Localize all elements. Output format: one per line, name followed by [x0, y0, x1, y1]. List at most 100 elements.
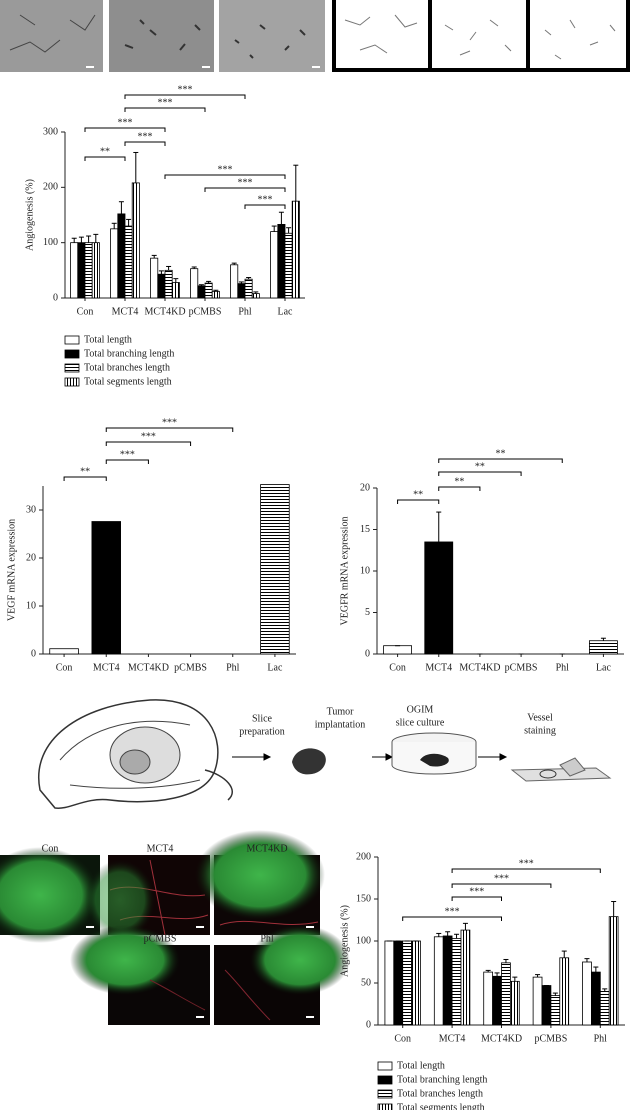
bar: [492, 975, 502, 1026]
micrograph-label: MCT4: [147, 843, 174, 854]
bar: [433, 936, 444, 1026]
x-tick-label: pCMBS: [505, 662, 538, 673]
x-tick-label: MCT4: [439, 1033, 466, 1044]
significance-label: ***: [178, 84, 193, 95]
legend-swatch: [64, 363, 80, 373]
significance-label: ***: [494, 873, 509, 884]
bar: [460, 929, 471, 1026]
y-tick-label: 100: [356, 935, 371, 946]
step-label: Tumor: [327, 706, 355, 717]
significance-bracket: [451, 896, 502, 901]
significance-bracket: [105, 441, 192, 446]
micrograph-label: Con: [42, 843, 59, 854]
bar: [599, 991, 610, 1026]
bar: [442, 935, 453, 1026]
bar: [124, 225, 133, 299]
significance-bracket: [164, 174, 286, 179]
significance-label: ***: [141, 431, 156, 442]
legend-swatch: [64, 349, 80, 359]
y-tick-label: 15: [360, 524, 370, 535]
bar: [157, 273, 166, 299]
y-axis-label: VEGF mRNA expression: [6, 519, 17, 621]
y-tick-label: 150: [356, 893, 371, 904]
x-tick-label: Lac: [596, 662, 612, 673]
bar: [164, 269, 173, 299]
bar: [77, 242, 86, 299]
significance-label: **: [454, 476, 464, 487]
bar: [550, 995, 561, 1026]
bar: [91, 242, 100, 299]
bar: [483, 971, 494, 1026]
bar: [608, 916, 619, 1026]
significance-label: ***: [218, 164, 233, 175]
bar: [591, 971, 601, 1026]
legend-label: Total branching length: [397, 1074, 487, 1085]
significance-bracket: [124, 107, 206, 112]
x-tick-label: MCT4: [112, 306, 139, 317]
legend-swatch: [377, 1089, 393, 1099]
bar: [110, 228, 119, 299]
significance-bracket: [124, 141, 166, 146]
significance-label: ***: [258, 194, 273, 205]
phase-micrographs: [0, 0, 325, 72]
x-tick-label: MCT4KD: [144, 306, 185, 317]
significance-label: **: [100, 146, 110, 157]
x-tick-label: Lac: [278, 306, 294, 317]
bar: [291, 200, 300, 299]
x-tick-label: MCT4KD: [459, 662, 500, 673]
x-tick-label: pCMBS: [189, 306, 222, 317]
y-tick-label: 20: [26, 552, 36, 563]
bar: [230, 264, 239, 299]
y-axis-label: Angiogenesis (%): [24, 179, 35, 251]
bar: [171, 282, 180, 299]
x-tick-label: Phl: [226, 662, 240, 673]
brain-drawing: [38, 699, 234, 809]
bar: [131, 182, 140, 299]
y-tick-label: 0: [53, 292, 58, 303]
significance-bracket: [84, 156, 126, 161]
bar: [532, 976, 543, 1026]
bar: [237, 283, 246, 299]
bar: [393, 940, 404, 1026]
bar: [244, 278, 253, 299]
step-label: Slice: [252, 713, 273, 724]
legend-label: Total length: [397, 1060, 445, 1071]
x-tick-label: MCT4KD: [128, 662, 169, 673]
step-label: slice culture: [396, 717, 445, 728]
bar: [211, 290, 220, 299]
x-tick-label: MCT4: [93, 662, 120, 673]
bar: [84, 242, 93, 299]
significance-label: **: [413, 489, 423, 500]
legend-label: Total branches length: [397, 1088, 483, 1099]
significance-bracket: [63, 476, 107, 481]
significance-label: ***: [469, 886, 484, 897]
bar: [91, 521, 121, 655]
y-tick-label: 20: [360, 482, 370, 493]
micrograph-label: Phl: [260, 933, 274, 944]
bar: [284, 232, 293, 299]
x-tick-label: Lac: [267, 662, 283, 673]
bar: [251, 293, 260, 299]
significance-label: **: [496, 448, 506, 459]
y-tick-label: 0: [366, 1019, 371, 1030]
x-tick-label: Con: [77, 306, 94, 317]
significance-bracket: [105, 427, 234, 432]
y-tick-label: 0: [31, 648, 36, 659]
significance-bracket: [244, 204, 286, 209]
bar: [150, 257, 159, 299]
legend-label: Total segments length: [84, 376, 172, 387]
significance-bracket: [105, 459, 149, 464]
y-tick-label: 200: [43, 182, 58, 193]
legend-swatch: [377, 1103, 393, 1110]
x-tick-label: pCMBS: [174, 662, 207, 673]
legend-label: Total branching length: [84, 348, 174, 359]
legend-swatch: [377, 1075, 393, 1085]
significance-bracket: [204, 187, 286, 192]
y-tick-label: 50: [361, 977, 371, 988]
y-tick-label: 10: [26, 600, 36, 611]
y-tick-label: 30: [26, 504, 36, 515]
x-tick-label: Phl: [594, 1033, 608, 1044]
step-label: OGIM: [407, 704, 434, 715]
legend-label: Total length: [84, 334, 132, 345]
